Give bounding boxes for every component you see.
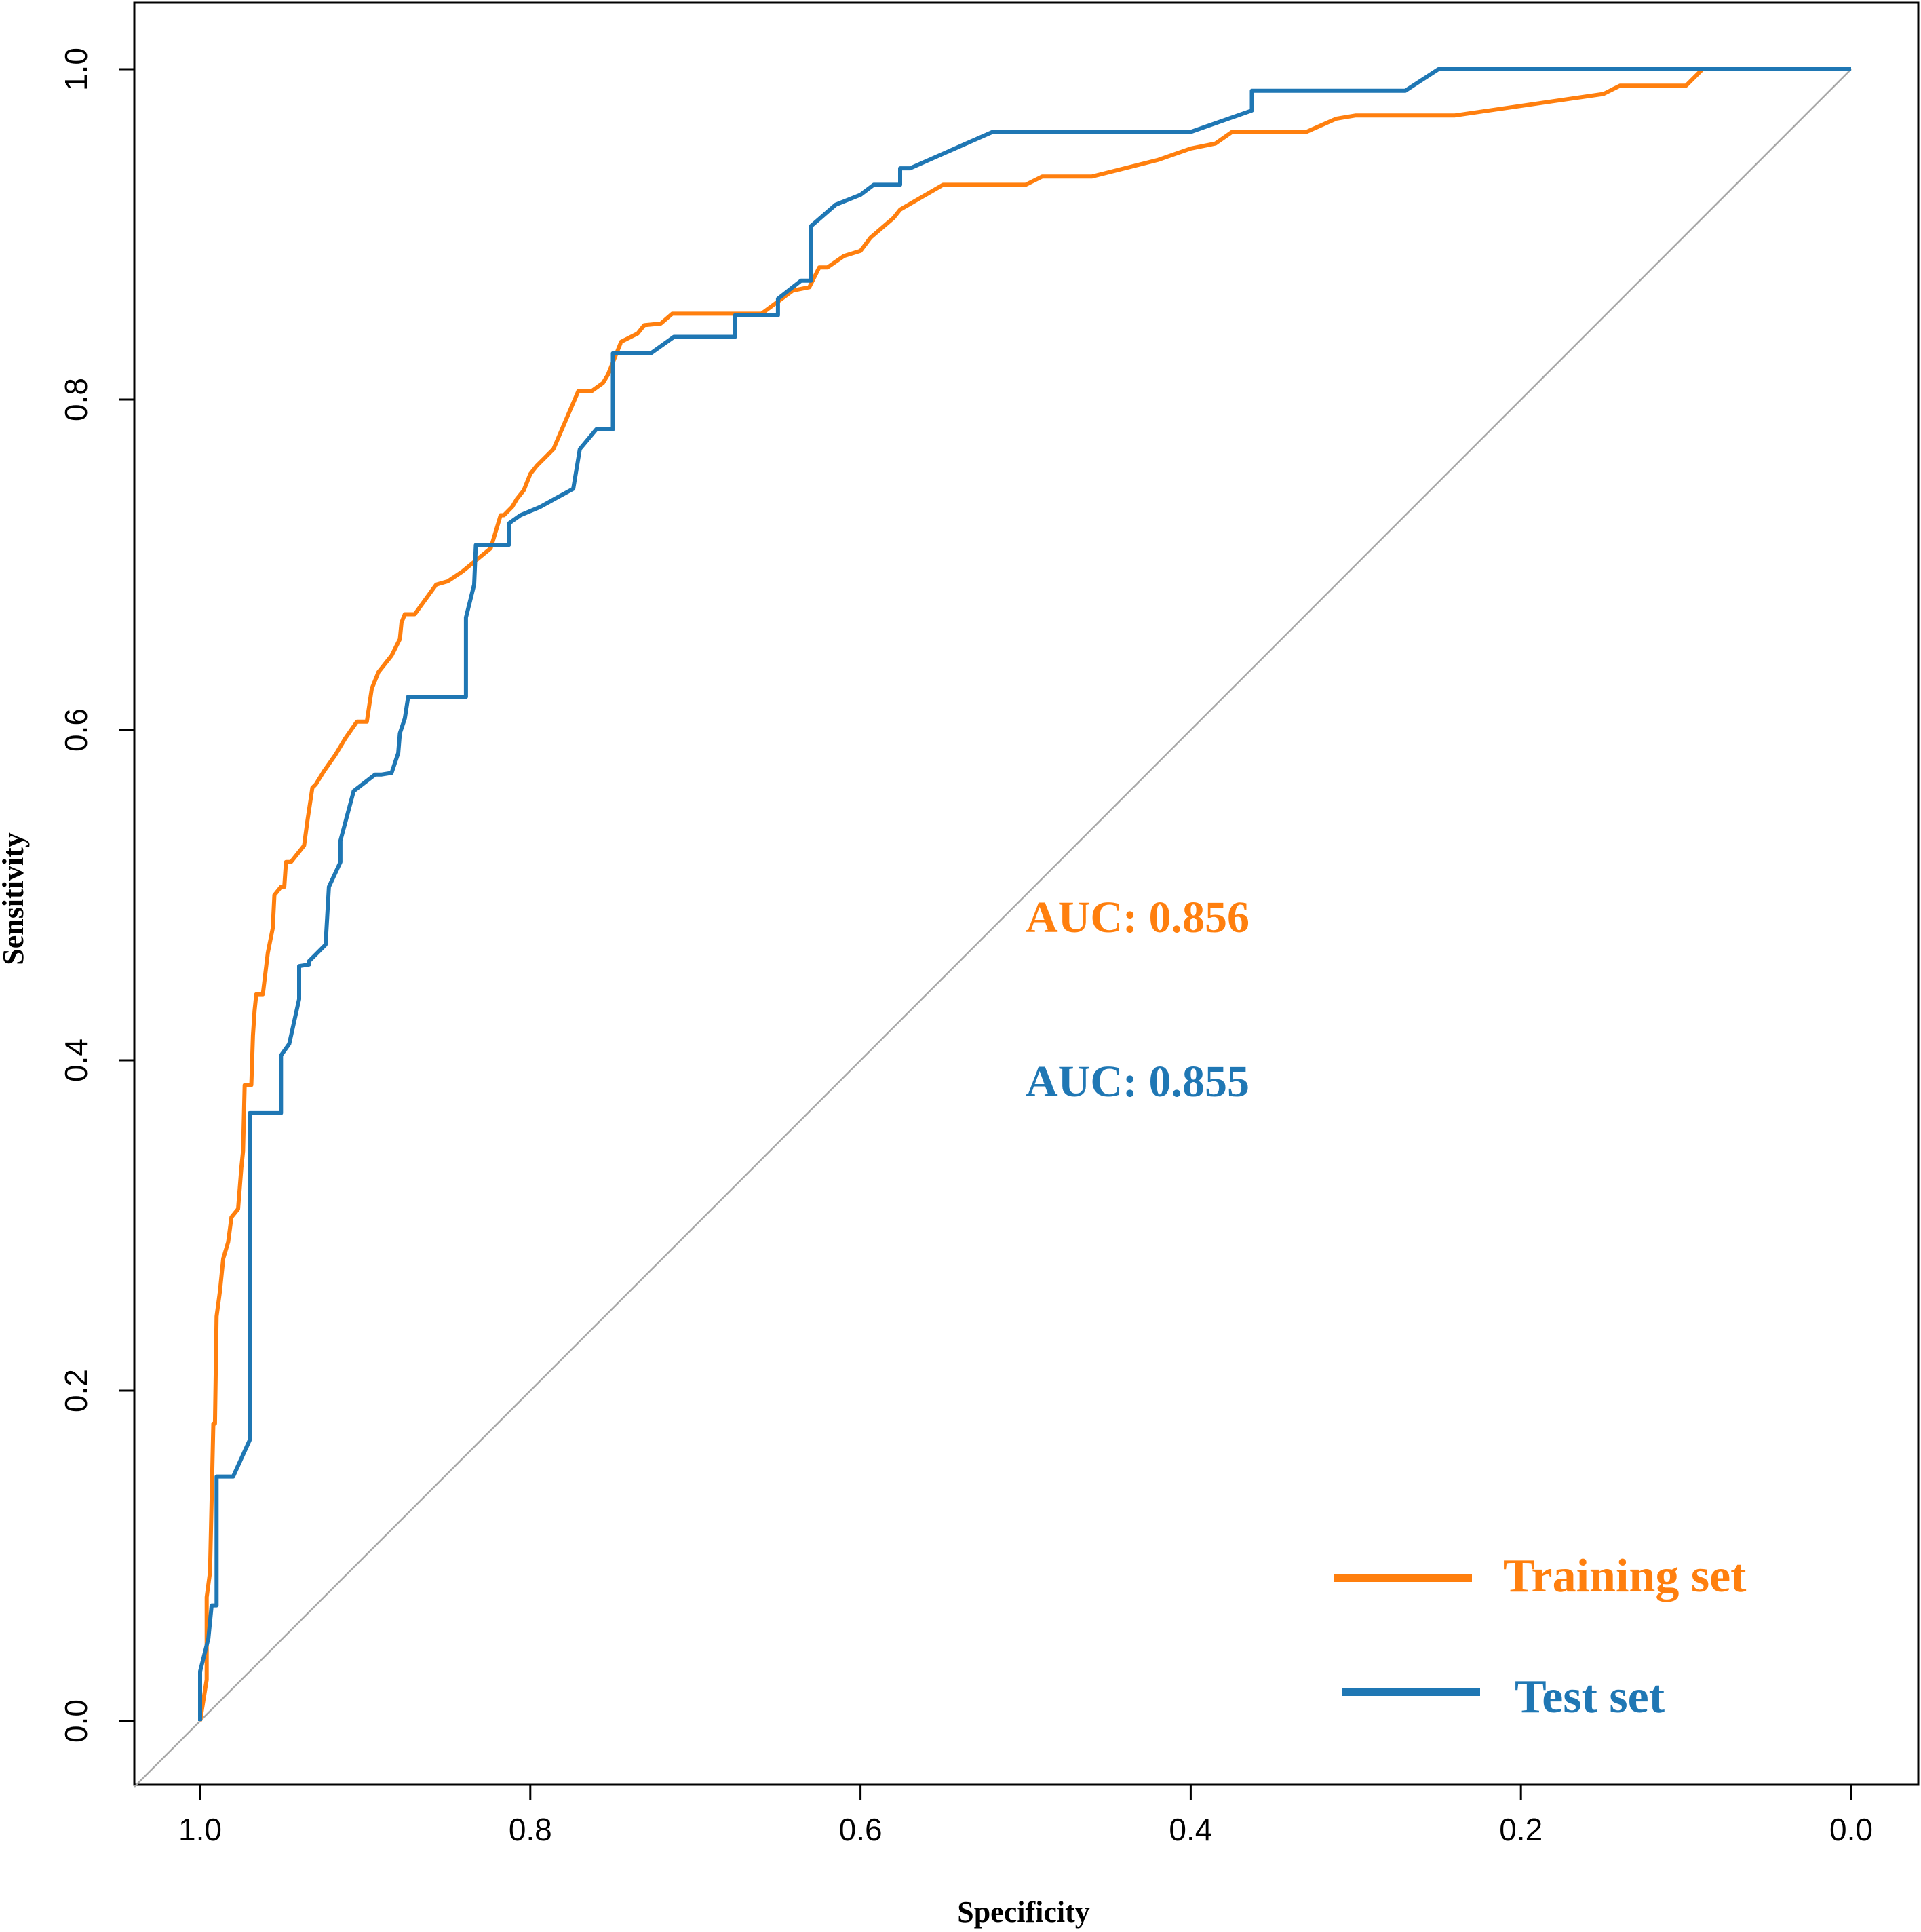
auc-label-test: AUC: 0.855: [1026, 1057, 1249, 1106]
y-tick-label: 0.8: [58, 378, 94, 421]
legend-label-test: Test set: [1515, 1671, 1665, 1723]
legend-label-training: Training set: [1503, 1550, 1746, 1602]
auc-label-training: AUC: 0.856: [1026, 893, 1249, 942]
y-tick-label: 1.0: [58, 47, 94, 91]
y-tick-label: 0.0: [58, 1699, 94, 1743]
y-tick-label: 0.2: [58, 1369, 94, 1412]
y-axis-title: Sensitivity: [0, 832, 30, 965]
x-tick-label: 1.0: [178, 1812, 222, 1847]
x-tick-label: 0.0: [1829, 1812, 1873, 1847]
x-axis: 1.0 0.8 0.6 0.4 0.2 0.0: [178, 1783, 1873, 1847]
reference-diagonal-line: [134, 69, 1852, 1788]
x-tick-label: 0.4: [1169, 1812, 1212, 1847]
roc-curves: [198, 67, 1851, 1722]
y-tick-label: 0.4: [58, 1039, 94, 1082]
x-tick-label: 0.8: [509, 1812, 552, 1847]
roc-curve-test: [198, 67, 1851, 1721]
x-axis-title: Specificity: [957, 1895, 1090, 1929]
y-axis: 0.0 0.2 0.4 0.6 0.8 1.0: [58, 47, 136, 1743]
y-tick-label: 0.6: [58, 708, 94, 752]
legend: Training set Test set: [1334, 1550, 1746, 1723]
x-tick-label: 0.6: [839, 1812, 882, 1847]
x-tick-label: 0.2: [1499, 1812, 1542, 1847]
